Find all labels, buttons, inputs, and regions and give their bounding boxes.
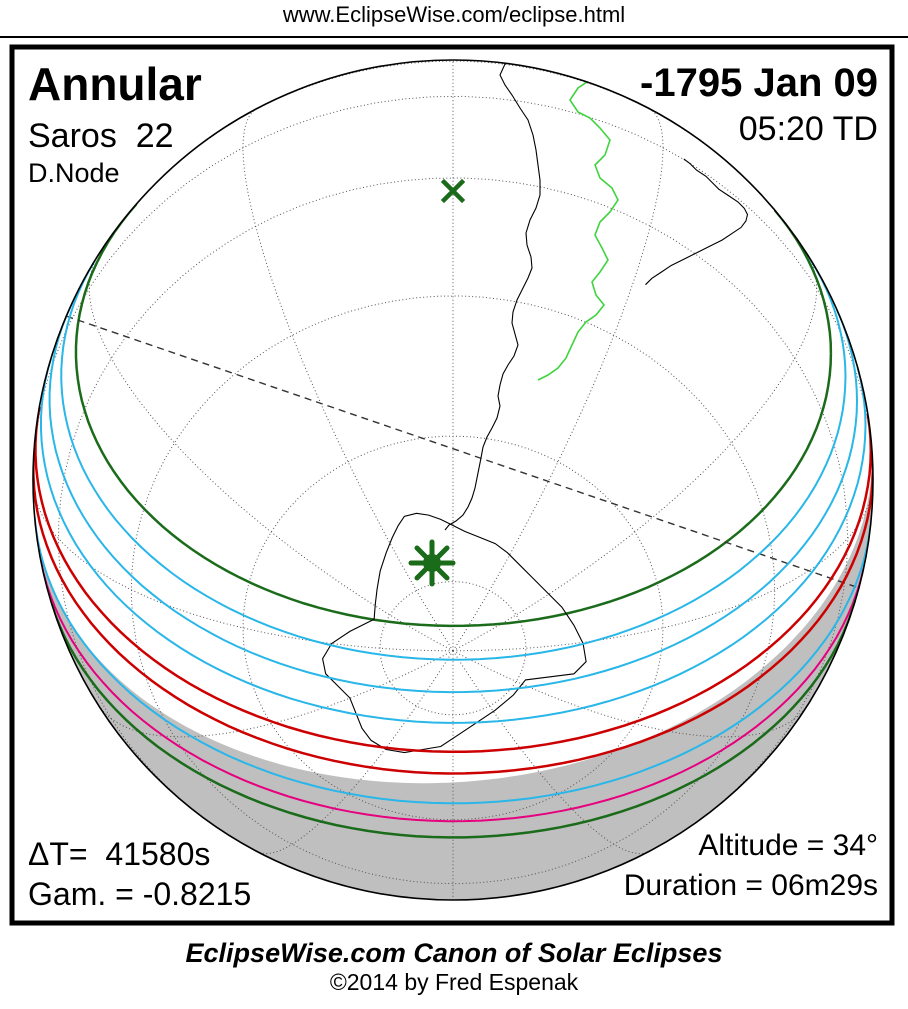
svg-text:www.EclipseWise.com/eclipse.ht: www.EclipseWise.com/eclipse.html [282, 2, 625, 27]
svg-text:ΔT= 41580s: ΔT= 41580s [28, 836, 210, 872]
svg-text:-1795 Jan 09: -1795 Jan 09 [640, 61, 878, 105]
svg-text:Altitude = 34°: Altitude = 34° [698, 829, 878, 862]
svg-text:Gam. = -0.8215: Gam. = -0.8215 [28, 876, 251, 912]
svg-text:D.Node: D.Node [28, 158, 120, 188]
svg-text:Duration = 06m29s: Duration = 06m29s [624, 869, 878, 902]
svg-text:Annular: Annular [28, 58, 202, 110]
svg-text:EclipseWise.com Canon of Solar: EclipseWise.com Canon of Solar Eclipses [186, 938, 723, 968]
svg-text:©2014 by Fred Espenak: ©2014 by Fred Espenak [330, 969, 579, 995]
svg-text:Saros 22: Saros 22 [28, 117, 174, 155]
svg-text:05:20 TD: 05:20 TD [739, 110, 878, 148]
